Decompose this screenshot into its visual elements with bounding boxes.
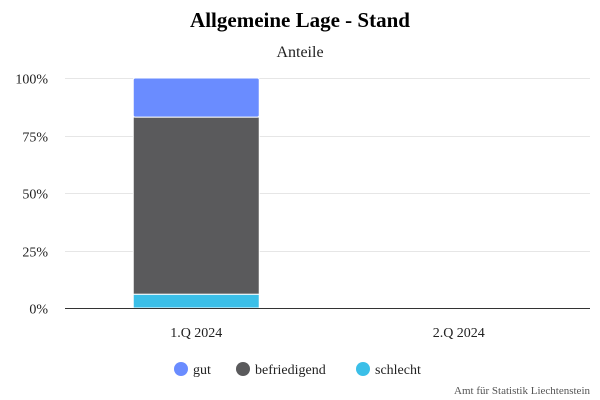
bar-segment-befriedigend[interactable] <box>132 116 260 295</box>
chart-title: Allgemeine Lage - Stand <box>190 8 410 32</box>
chart-subtitle: Anteile <box>276 44 323 61</box>
legend-marker <box>174 362 188 376</box>
bar-segment-gut[interactable] <box>132 77 260 118</box>
y-tick-label: 50% <box>22 188 48 203</box>
x-tick-label: 2.Q 2024 <box>433 326 485 341</box>
y-tick-label: 75% <box>22 131 48 146</box>
bar-segment-schlecht[interactable] <box>132 293 260 309</box>
legend-label: befriedigend <box>255 363 326 378</box>
legend-marker <box>356 362 370 376</box>
legend-item-befriedigend[interactable]: befriedigend <box>236 362 326 378</box>
legend-marker <box>236 362 250 376</box>
x-axis-ticks: 1.Q 2024 2.Q 2024 <box>170 326 485 341</box>
legend-label: gut <box>193 363 211 378</box>
y-axis-ticks: 0% 25% 50% 75% 100% <box>15 73 48 318</box>
bars <box>132 77 260 309</box>
x-tick-label: 1.Q 2024 <box>170 326 222 341</box>
legend-item-schlecht[interactable]: schlecht <box>356 362 421 378</box>
y-tick-label: 0% <box>29 303 48 318</box>
y-tick-label: 100% <box>15 73 48 88</box>
legend-item-gut[interactable]: gut <box>174 362 211 378</box>
legend: gut befriedigend schlecht <box>174 362 421 378</box>
y-tick-label: 25% <box>22 246 48 261</box>
legend-label: schlecht <box>375 363 421 378</box>
credit-text[interactable]: Amt für Statistik Liechtenstein <box>454 385 590 397</box>
